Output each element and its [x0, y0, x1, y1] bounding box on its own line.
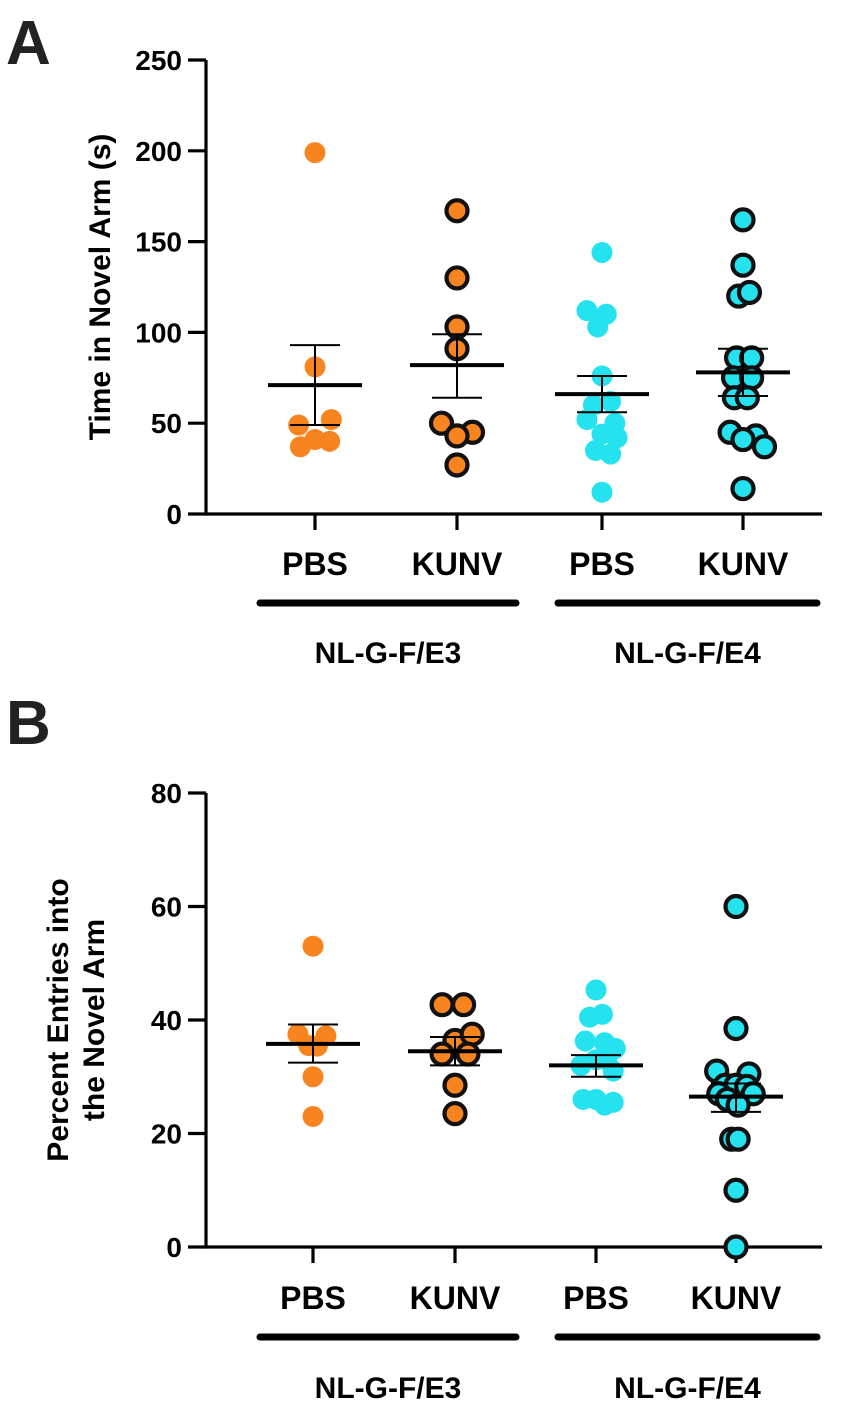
pa-data-point	[738, 345, 765, 371]
pb-data-point	[602, 1091, 624, 1113]
pb-y-tick-label: 80	[151, 778, 182, 809]
pa-data-point	[444, 452, 470, 478]
pb-group-label: NL-G-F/E4	[614, 1372, 761, 1405]
pa-y-tick-label: 250	[135, 45, 182, 76]
pb-data-point	[723, 893, 749, 920]
pb-y-axis-title: the Novel Arm	[78, 919, 111, 1121]
pa-data-point	[591, 481, 613, 503]
pa-data-point	[730, 252, 756, 278]
pa-data-point	[606, 427, 628, 449]
panel-letter-a: A	[6, 9, 51, 78]
pb-y-axis-title: Percent Entries into	[42, 878, 75, 1161]
pa-y-tick-label: 150	[135, 227, 182, 258]
pa-data-point	[736, 279, 763, 306]
pb-data-point	[302, 1066, 324, 1088]
pb-data-point	[574, 1030, 596, 1052]
pb-data-point	[451, 992, 477, 1018]
pa-data-point	[591, 241, 613, 263]
pb-data-point	[585, 979, 607, 1001]
pb-y-tick-label: 20	[151, 1119, 182, 1150]
pb-y-tick-label: 40	[151, 1005, 182, 1036]
pb-category-label: PBS	[563, 1280, 629, 1316]
pa-data-point	[587, 316, 609, 338]
pb-y-tick-label: 0	[166, 1232, 182, 1263]
pb-y-tick-label: 60	[151, 892, 182, 923]
pa-data-point	[734, 385, 760, 411]
pa-data-point	[304, 142, 326, 164]
pb-data-point	[723, 1177, 749, 1203]
pa-category-label: PBS	[282, 546, 348, 582]
pa-data-point	[576, 300, 598, 322]
pb-category-label: PBS	[280, 1280, 346, 1316]
pa-y-tick-label: 50	[151, 408, 182, 439]
pb-data-point	[429, 992, 455, 1018]
pa-data-point	[600, 443, 622, 465]
pa-y-tick-label: 100	[135, 317, 182, 348]
pa-data-point	[444, 423, 470, 449]
pa-y-tick-label: 0	[166, 499, 182, 530]
pa-y-axis-title: Time in Novel Arm (s)	[84, 134, 117, 441]
pa-y-tick-label: 200	[135, 136, 182, 167]
pa-data-point	[730, 207, 756, 233]
pa-data-point	[319, 430, 341, 452]
pb-data-point	[459, 1021, 485, 1047]
pb-data-point	[455, 1041, 481, 1067]
pb-data-point	[725, 1126, 751, 1152]
pa-category-label: PBS	[569, 546, 635, 582]
pb-data-point	[306, 1035, 328, 1057]
pa-data-point	[289, 436, 311, 458]
pb-data-point	[442, 1101, 468, 1127]
pb-data-point	[429, 1041, 455, 1067]
pb-data-point	[723, 1015, 749, 1042]
pa-data-point	[751, 434, 778, 460]
pa-data-point	[444, 198, 470, 224]
pa-data-point	[730, 426, 756, 453]
pa-data-point	[320, 409, 342, 431]
pa-data-point	[444, 265, 470, 291]
pb-group-label: NL-G-F/E3	[315, 1372, 462, 1405]
panel-a-chart: 0 50 100 150 200 250 Time in Novel Arm (s) PBS K…	[84, 45, 822, 670]
pa-data-point	[730, 475, 756, 502]
pa-data-point	[600, 390, 622, 412]
pa-data-point	[428, 410, 455, 436]
pa-data-point	[576, 409, 598, 431]
pa-category-label: KUNV	[412, 546, 503, 582]
pb-data-point	[302, 1105, 324, 1127]
pb-data-point	[442, 1072, 468, 1098]
pa-category-label: KUNV	[698, 546, 789, 582]
pa-group-label: NL-G-F/E4	[614, 637, 761, 670]
panel-letter-b: B	[6, 689, 51, 758]
pb-data-point	[302, 935, 324, 957]
pb-category-label: KUNV	[691, 1280, 782, 1316]
pb-data-point	[723, 1234, 749, 1260]
pb-category-label: KUNV	[410, 1280, 501, 1316]
pb-data-point	[579, 1006, 601, 1028]
panel-b-chart: 0 20 40 60 80 Percent Entries into the Novel A…	[42, 778, 822, 1405]
pa-group-label: NL-G-F/E3	[315, 637, 462, 670]
